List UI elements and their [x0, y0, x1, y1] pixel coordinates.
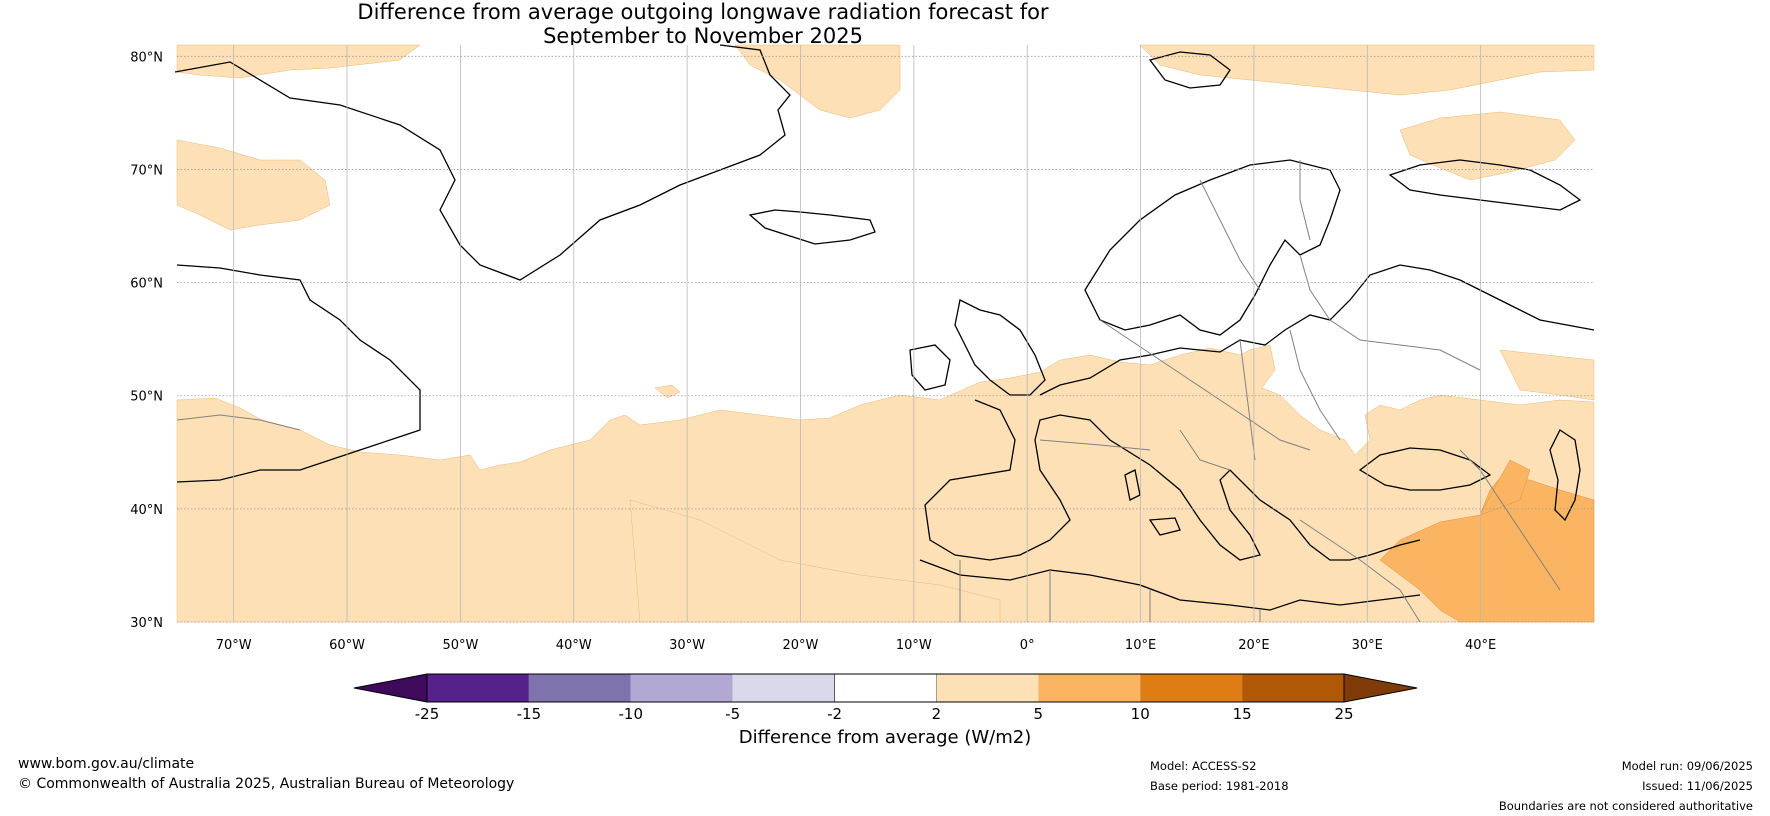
anomaly-canada	[176, 139, 331, 231]
lon-tick-label: 0°	[1020, 638, 1035, 653]
lon-tick-label: 50°W	[442, 638, 478, 653]
lon-tick-label: 10°E	[1125, 638, 1156, 653]
border-network-2	[1239, 329, 1341, 461]
country-borders	[176, 160, 1561, 623]
colorbar-segment	[1038, 674, 1141, 702]
anomaly-atlantic-patch	[654, 384, 681, 399]
iceland-coast	[748, 209, 876, 245]
svalbard-coast	[1148, 51, 1231, 89]
anomaly-north-africa	[629, 499, 1001, 623]
colorbar-tick-label: 10	[1131, 705, 1150, 723]
title-line-1: Difference from average outgoing longwav…	[357, 0, 1049, 24]
labrador-coast	[176, 264, 421, 483]
colorbar-segment	[528, 674, 631, 702]
colorbar-tick-label: -2	[827, 705, 842, 723]
border-network-6	[959, 560, 1261, 622]
colorbar-tick-label: -25	[415, 705, 440, 723]
colorbar-tick-label: -5	[725, 705, 740, 723]
colorbar-segment	[427, 674, 529, 702]
colorbar-extend-low	[353, 673, 428, 703]
lat-tick-label: 40°N	[130, 503, 163, 518]
copyright-text: © Commonwealth of Australia 2025, Austra…	[18, 776, 515, 792]
longitude-labels: 70°W 60°W 50°W 40°W 30°W 20°W 10°W 0° 10°E 20°E 30…	[216, 638, 1497, 653]
colorbar-tick-label: -15	[517, 705, 542, 723]
lat-tick-label: 80°N	[130, 50, 163, 65]
anomaly-anatolia	[1479, 459, 1531, 516]
title-line-2: September to November 2025	[543, 24, 863, 48]
border-network-3	[1299, 254, 1481, 371]
border-network-4	[1199, 160, 1311, 291]
footer-model-info: Model: ACCESS-S2 Base period: 1981-2018	[1150, 756, 1289, 796]
black-sea-coast	[1358, 447, 1492, 491]
lat-tick-label: 60°N	[130, 277, 163, 292]
chart-title: Difference from average outgoing longwav…	[0, 0, 1406, 48]
colorbar-segment	[1140, 674, 1243, 702]
lon-tick-label: 20°W	[783, 638, 819, 653]
border-network-5	[1039, 429, 1421, 623]
footer-right: Model run: 09/06/2025 Issued: 11/06/2025…	[1499, 756, 1753, 816]
colorbar-tick-label: 2	[932, 705, 942, 723]
colorbar-tick-label: 5	[1034, 705, 1044, 723]
colorbar-outline	[426, 673, 1345, 703]
mediterranean-islands	[1124, 469, 1181, 536]
colorbar-segment	[732, 674, 835, 702]
colorbar-segment	[936, 674, 1039, 702]
base-period: Base period: 1981-2018	[1150, 779, 1289, 793]
lon-tick-label: 30°E	[1352, 638, 1383, 653]
europe-coast	[1039, 264, 1595, 396]
anomaly-middle-east	[1379, 477, 1595, 623]
lon-tick-label: 70°W	[216, 638, 252, 653]
border-network-1	[1099, 319, 1311, 451]
model-run-date: Model run: 09/06/2025	[1621, 759, 1753, 773]
gridlines	[177, 45, 1594, 623]
lon-tick-label: 40°W	[556, 638, 592, 653]
coastlines	[174, 44, 1595, 611]
lon-tick-label: 60°W	[329, 638, 365, 653]
colorbar-segment	[834, 673, 937, 703]
lat-tick-label: 50°N	[130, 390, 163, 405]
footer-left: www.bom.gov.au/climate © Commonwealth of…	[18, 754, 514, 794]
colorbar-label-text: Difference from average (W/m2)	[738, 727, 1032, 748]
north-africa-coast	[919, 559, 1421, 611]
iberia-coast	[924, 399, 1421, 561]
model-name: Model: ACCESS-S2	[1150, 759, 1257, 773]
novaya-zemlya-coast	[1388, 159, 1582, 211]
border-network-7	[1459, 449, 1561, 591]
lon-tick-label: 40°E	[1465, 638, 1496, 653]
issued-date: Issued: 11/06/2025	[1642, 779, 1753, 793]
colorbar-tick-label: 15	[1233, 705, 1252, 723]
lat-tick-label: 30°N	[130, 616, 163, 631]
boundary-disclaimer: Boundaries are not considered authoritat…	[1498, 799, 1753, 813]
colorbar-tick-label: 25	[1334, 705, 1353, 723]
anomaly-arctic-west	[176, 44, 421, 79]
caspian-coast	[1549, 429, 1581, 522]
colorbar-extend-high	[1343, 673, 1418, 703]
anomaly-svalbard	[734, 44, 901, 119]
colorbar-label: Difference from average (W/m2)	[0, 727, 1770, 748]
anomaly-5-to-10-fill	[1379, 459, 1595, 623]
latitude-labels: 80°N 70°N 60°N 50°N 40°N 30°N	[130, 50, 163, 631]
anomaly-atlantic-band	[176, 344, 1595, 623]
lon-tick-label: 30°W	[669, 638, 705, 653]
colorbar-segment	[1242, 674, 1344, 702]
colorbar: -25 -15 -10 -5 -2 2 5 10 15 25	[353, 673, 1418, 723]
lon-tick-label: 20°E	[1238, 638, 1269, 653]
lat-tick-label: 70°N	[130, 163, 163, 178]
british-isles-coast	[909, 299, 1046, 396]
colorbar-tick-label: -10	[619, 705, 644, 723]
lon-tick-label: 10°W	[896, 638, 932, 653]
colorbar-segment	[630, 674, 733, 702]
map-layers	[174, 44, 1595, 623]
greenland-coast	[174, 44, 791, 281]
website-link[interactable]: www.bom.gov.au/climate	[18, 756, 195, 772]
border-canada-usa	[176, 414, 301, 431]
anomaly-caspian	[1499, 349, 1595, 401]
